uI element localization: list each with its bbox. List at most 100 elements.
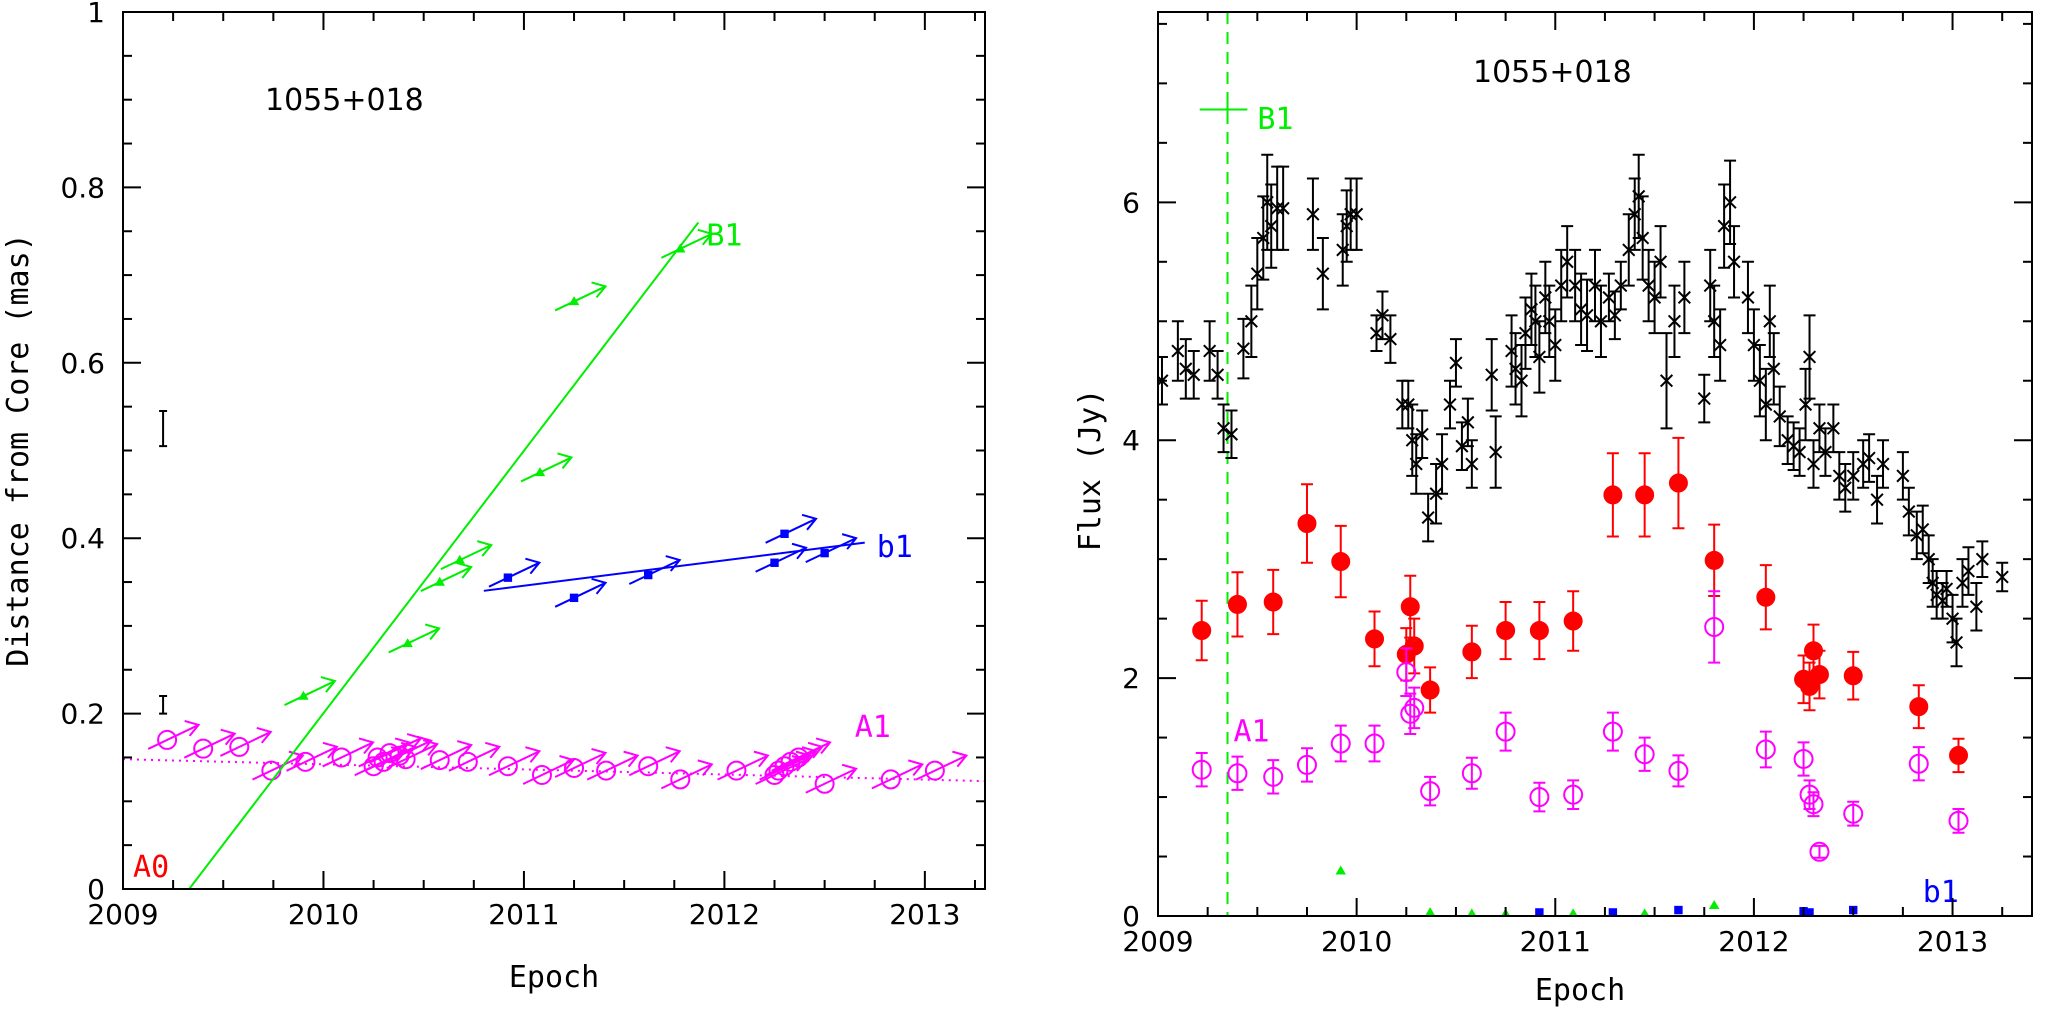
right-x-tick-label: 2012 [1718, 925, 1789, 958]
flux-point-a1 [1563, 784, 1584, 805]
flux-point-total [1642, 279, 1656, 293]
position-error-bar [159, 410, 168, 448]
flux-point-a1 [1330, 733, 1351, 754]
left-x-tick-label: 2009 [87, 898, 158, 931]
flux-point-total [1203, 344, 1217, 358]
flux-point-a1 [1634, 744, 1655, 765]
flux-point-total [1793, 445, 1807, 459]
flux-point-total [1489, 445, 1503, 459]
velocity-arrow-a1 [219, 726, 273, 757]
flux-point-a1 [1948, 810, 1969, 831]
velocity-arrow-b1 [420, 562, 473, 592]
velocity-arrow-a1 [660, 759, 714, 790]
left-chart-panel: A0 A1 B1 b1 2009 2010 2011 2012 2013 0 0.2 0.4 0.6 0… [1, 0, 986, 995]
flux-point-a0 [1192, 621, 1212, 641]
error-bar-a1 [1267, 759, 1280, 795]
error-bar-a1 [1797, 741, 1810, 777]
left-x-tick-label: 2011 [488, 898, 559, 931]
flux-point-b1 [1535, 908, 1544, 916]
data-point-a1 [193, 738, 214, 759]
right-chart-x-axis-title: Epoch [1535, 973, 1625, 1008]
data-point-a1 [429, 750, 450, 771]
velocity-arrow-a1 [386, 739, 439, 770]
error-bar-a1 [1334, 724, 1347, 763]
error-bar-a1 [1368, 724, 1381, 763]
flux-point-total [1568, 279, 1582, 293]
flux-point-a0 [1563, 611, 1583, 631]
right-x-tick-label: 2009 [1122, 925, 1193, 958]
flux-point-total [1940, 582, 1954, 596]
flux-point-a0 [1949, 745, 1969, 765]
left-y-tick-label: 0 [87, 873, 105, 906]
velocity-arrow-a1 [183, 728, 237, 759]
right-x-tick-label: 2013 [1917, 925, 1988, 958]
data-point-a1 [814, 773, 835, 794]
flux-point-total [1594, 314, 1608, 328]
data-point-a1 [331, 747, 352, 768]
flux-point-a1 [1227, 763, 1248, 784]
flux-point-total [1949, 635, 1964, 649]
error-bar-a1 [1708, 590, 1721, 664]
flux-point-total [1508, 362, 1523, 376]
error-bar-a1 [1952, 807, 1965, 834]
flux-point-total [1677, 290, 1691, 305]
flux-point-a1 [1755, 739, 1776, 760]
data-point-b1 [402, 638, 413, 648]
velocity-arrow-a1 [805, 763, 858, 794]
flux-point-total [1306, 207, 1320, 221]
left-chart-plot-area: A0 A1 B1 b1 [123, 219, 985, 889]
velocity-arrow-b1 [520, 452, 574, 483]
fit-line-b1 [188, 221, 700, 889]
velocity-arrow-b1 [388, 623, 441, 654]
data-point-a1 [363, 756, 384, 777]
flux-point-total [1179, 362, 1193, 376]
left-chart-y-axis-title: Distance from Core (mas) [1, 233, 36, 666]
flux-point-total [1773, 409, 1787, 423]
flux-point-b1 [1608, 908, 1618, 916]
flux-point-total [1975, 552, 1989, 566]
velocity-arrow-a1 [915, 750, 969, 781]
velocity-arrow-b1 [755, 542, 808, 573]
flux-point-total [1707, 314, 1721, 328]
velocity-arrow-b1 [628, 555, 682, 585]
left-x-tick-label: 2010 [288, 898, 359, 931]
data-point-a1 [596, 760, 617, 781]
component-label-b1: b1 [877, 530, 913, 565]
error-bar-a1 [1231, 755, 1244, 791]
right-y-tick-label: 2 [1122, 662, 1140, 695]
right-x-tick-label: 2010 [1321, 925, 1392, 958]
velocity-arrow-a1 [286, 741, 339, 772]
data-point-a1 [497, 756, 518, 777]
velocity-arrow-b1 [554, 577, 608, 608]
error-bar-a1 [1465, 756, 1478, 790]
flux-point-a0 [1668, 473, 1688, 493]
flux-point-a1 [1495, 721, 1516, 742]
flux-point-a0 [1400, 597, 1420, 617]
flux-point-a0 [1704, 550, 1724, 570]
velocity-arrow-b1 [488, 557, 542, 588]
error-bar-a1 [1912, 746, 1925, 782]
left-chart-ticks: 2009 2010 2011 2012 2013 0 0.2 0.4 0.6 0.8 1 [60, 0, 985, 931]
flux-point-a1 [1908, 753, 1929, 774]
left-chart-frame [122, 11, 986, 890]
flux-point-total [1759, 397, 1773, 412]
data-point-a1 [564, 757, 585, 778]
velocity-arrow-b1 [805, 533, 858, 564]
velocity-arrow-a1 [554, 748, 608, 778]
velocity-arrow-a1 [488, 746, 542, 777]
flux-point-total [1276, 201, 1290, 215]
flux-point-total [1236, 342, 1250, 356]
flux-point-total [1542, 314, 1556, 328]
flux-point-total [1727, 255, 1741, 269]
flux-point-a1 [1803, 794, 1824, 815]
data-point-a1 [395, 749, 416, 770]
flux-point-total [1614, 279, 1628, 293]
flux-point-total [1832, 469, 1846, 483]
left-chart-x-axis-title: Epoch [509, 960, 599, 995]
velocity-arrow-a1 [448, 741, 502, 772]
data-point-b1 [298, 690, 309, 700]
flux-point-total [1995, 570, 2009, 584]
flux-point-b1 [1640, 908, 1650, 916]
data-point-b1 [675, 243, 686, 253]
flux-point-total [1532, 350, 1546, 364]
